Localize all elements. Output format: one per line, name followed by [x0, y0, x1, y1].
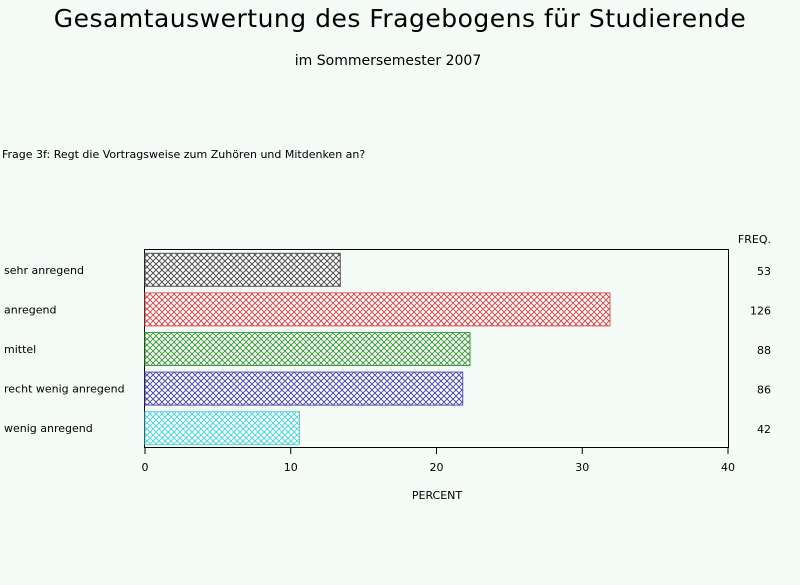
x-tick-label: 20	[430, 461, 444, 474]
category-label: recht wenig anregend	[4, 383, 125, 396]
question-text: Frage 3f: Regt die Vortragsweise zum Zuh…	[2, 148, 366, 161]
category-label: mittel	[4, 343, 36, 356]
category-label: wenig anregend	[4, 422, 93, 435]
freq-value: 53	[757, 265, 771, 278]
chart-title: Gesamtauswertung des Fragebogens für Stu…	[53, 4, 747, 33]
bar	[144, 411, 300, 446]
freq-value: 86	[757, 384, 771, 397]
x-tick-label: 30	[575, 461, 589, 474]
freq-value: 126	[750, 304, 771, 317]
chart-subtitle: im Sommersemester 2007	[294, 53, 482, 69]
bar	[144, 252, 341, 287]
category-label: sehr anregend	[4, 264, 84, 277]
category-labels: sehr anregend anregend mittel recht wenig a…	[4, 264, 125, 435]
freq-values: 53 126 88 86 42	[750, 265, 771, 436]
x-axis-label: PERCENT	[412, 489, 463, 502]
x-axis: 0 10 20 30 40	[142, 448, 735, 474]
category-label: anregend	[4, 303, 56, 316]
bar	[144, 332, 471, 366]
x-tick-label: 10	[284, 461, 298, 474]
bar	[144, 371, 464, 406]
freq-header: FREQ.	[738, 233, 771, 246]
freq-value: 42	[757, 423, 771, 436]
freq-value: 88	[757, 344, 771, 357]
bar	[144, 292, 611, 327]
x-tick-label: 40	[721, 461, 735, 474]
bars-group	[144, 252, 611, 446]
x-tick-label: 0	[142, 461, 149, 474]
